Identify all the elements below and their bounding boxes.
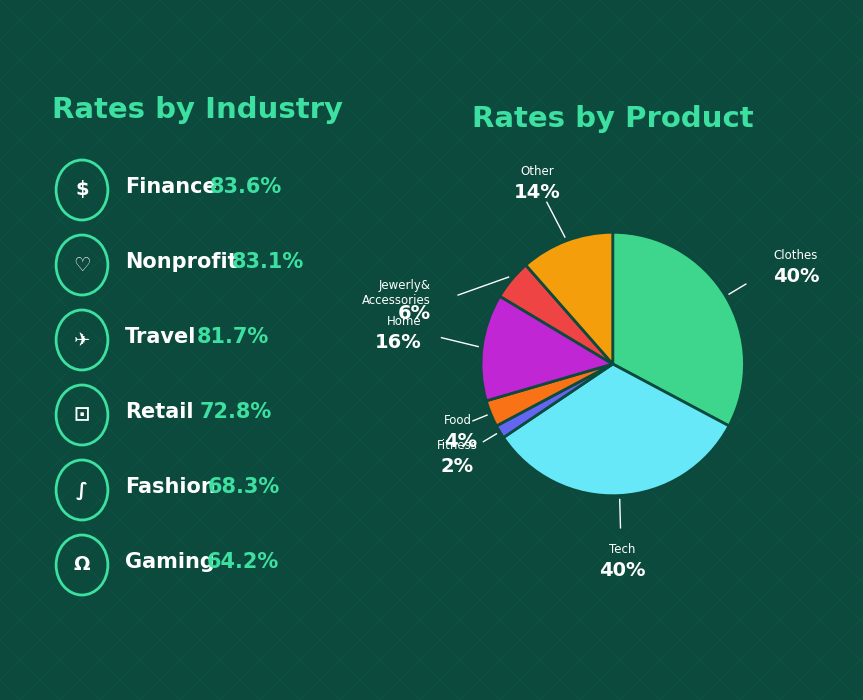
Text: Travel: Travel bbox=[125, 327, 197, 347]
Text: Jewerly&
Accessories: Jewerly& Accessories bbox=[362, 279, 431, 307]
Text: 81.7%: 81.7% bbox=[197, 327, 269, 347]
Text: Home: Home bbox=[387, 314, 422, 328]
Text: Rates by Industry: Rates by Industry bbox=[52, 96, 343, 124]
Text: Fitness: Fitness bbox=[437, 439, 477, 452]
Text: 64.2%: 64.2% bbox=[206, 552, 279, 572]
Text: ♡: ♡ bbox=[73, 256, 91, 274]
Text: Clothes: Clothes bbox=[773, 249, 817, 262]
Text: 6%: 6% bbox=[398, 304, 431, 323]
Text: Finance: Finance bbox=[125, 177, 217, 197]
Text: Tech: Tech bbox=[609, 543, 635, 556]
Text: ∫: ∫ bbox=[76, 480, 88, 500]
Wedge shape bbox=[503, 364, 729, 496]
Text: Retail: Retail bbox=[125, 402, 193, 422]
Text: Gaming: Gaming bbox=[125, 552, 215, 572]
Text: Ω: Ω bbox=[73, 556, 91, 575]
Text: 14%: 14% bbox=[513, 183, 560, 202]
Text: 72.8%: 72.8% bbox=[199, 402, 272, 422]
Text: Nonprofit: Nonprofit bbox=[125, 252, 238, 272]
Wedge shape bbox=[613, 232, 745, 426]
Text: 16%: 16% bbox=[375, 332, 422, 351]
Text: 40%: 40% bbox=[599, 561, 646, 580]
Text: $: $ bbox=[75, 181, 89, 199]
Wedge shape bbox=[481, 296, 613, 401]
Text: ⊡: ⊡ bbox=[74, 405, 90, 424]
Text: 83.1%: 83.1% bbox=[231, 252, 304, 272]
Wedge shape bbox=[496, 364, 613, 438]
Text: 4%: 4% bbox=[444, 432, 477, 452]
Text: 68.3%: 68.3% bbox=[208, 477, 280, 497]
Text: Other: Other bbox=[520, 165, 554, 178]
Wedge shape bbox=[486, 364, 613, 426]
Text: ✈: ✈ bbox=[74, 330, 90, 349]
Text: Food: Food bbox=[444, 414, 472, 427]
Text: 2%: 2% bbox=[440, 457, 474, 476]
Text: 40%: 40% bbox=[773, 267, 820, 286]
Wedge shape bbox=[526, 232, 613, 364]
Title: Rates by Product: Rates by Product bbox=[472, 105, 753, 133]
Text: Fashion: Fashion bbox=[125, 477, 216, 497]
Text: 83.6%: 83.6% bbox=[210, 177, 282, 197]
Wedge shape bbox=[500, 265, 613, 364]
